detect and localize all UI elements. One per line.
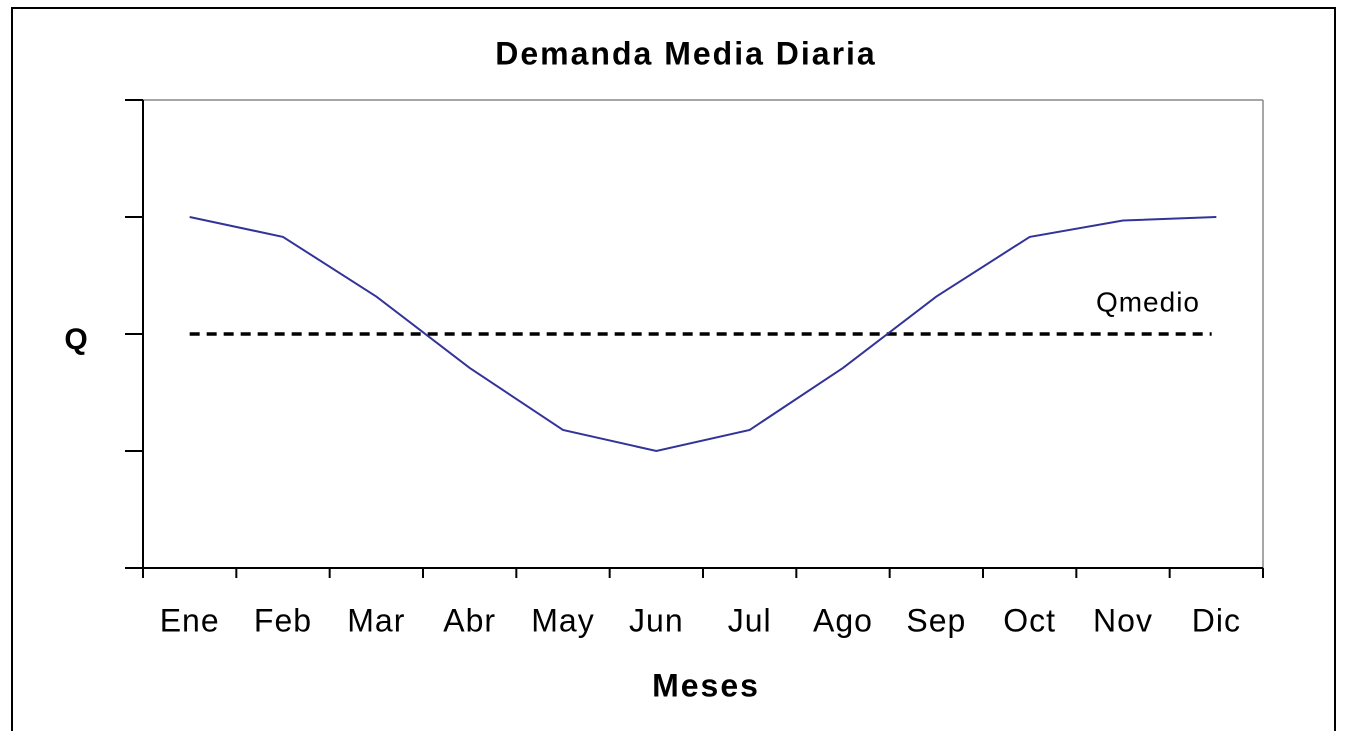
x-tick-label: Ene bbox=[160, 602, 220, 638]
x-tick-label: May bbox=[531, 602, 594, 638]
x-axis-label: Meses bbox=[652, 667, 760, 703]
data-line bbox=[189, 216, 1217, 453]
chart-title: Demanda Media Diaria bbox=[495, 35, 876, 71]
x-tick-label: Sep bbox=[906, 602, 966, 638]
x-tick-label: Ago bbox=[813, 602, 873, 638]
chart-frame bbox=[11, 7, 1336, 731]
reference-label: Qmedio bbox=[1096, 286, 1200, 317]
x-tick-label: Jun bbox=[629, 602, 684, 638]
y-axis-label: Q bbox=[64, 323, 87, 356]
x-tick-label: Mar bbox=[347, 602, 405, 638]
x-tick-label: Abr bbox=[443, 602, 496, 638]
x-tick-label: Feb bbox=[254, 602, 312, 638]
x-tick-label: Nov bbox=[1093, 602, 1153, 638]
x-tick-label: Oct bbox=[1003, 602, 1056, 638]
x-tick-label: Dic bbox=[1192, 602, 1241, 638]
x-tick-label: Jul bbox=[728, 602, 772, 638]
